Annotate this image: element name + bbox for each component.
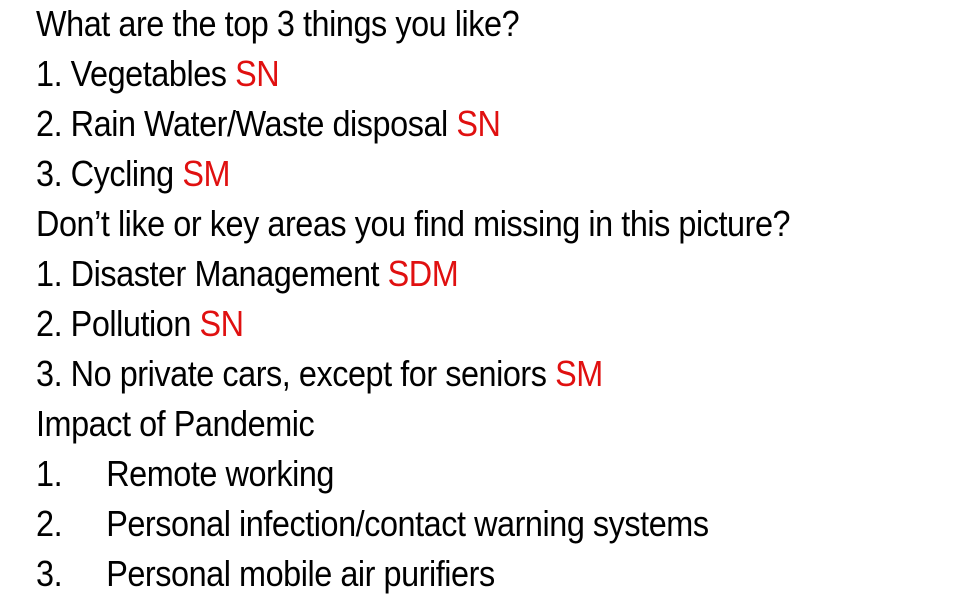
missing-item-3: 3. No private cars, except for seniors S… <box>36 349 864 399</box>
item-text: 2. Rain Water/Waste disposal <box>36 103 456 144</box>
initials-tag: SN <box>199 303 243 344</box>
document-body: What are the top 3 things you like? 1. V… <box>36 0 864 599</box>
pandemic-item-1: 1. Remote working <box>36 449 864 499</box>
pandemic-item-2: 2. Personal infection/contact warning sys… <box>36 499 864 549</box>
initials-tag: SDM <box>388 253 459 294</box>
list-number: 3. <box>36 549 106 599</box>
item-text: Personal mobile air purifiers <box>106 553 495 594</box>
initials-tag: SN <box>235 53 279 94</box>
item-text: 3. Cycling <box>36 153 182 194</box>
initials-tag: SM <box>182 153 230 194</box>
initials-tag: SN <box>456 103 500 144</box>
likes-item-2: 2. Rain Water/Waste disposal SN <box>36 99 864 149</box>
initials-tag: SM <box>555 353 603 394</box>
list-number: 1. <box>36 449 106 499</box>
item-text: 1. Disaster Management <box>36 253 388 294</box>
likes-item-1: 1. Vegetables SN <box>36 49 864 99</box>
section-heading-likes: What are the top 3 things you like? <box>36 0 864 49</box>
section-heading-missing: Don’t like or key areas you find missing… <box>36 199 864 249</box>
item-text: 2. Pollution <box>36 303 199 344</box>
missing-item-2: 2. Pollution SN <box>36 299 864 349</box>
pandemic-item-3: 3. Personal mobile air purifiers <box>36 549 864 599</box>
missing-item-1: 1. Disaster Management SDM <box>36 249 864 299</box>
section-heading-pandemic: Impact of Pandemic <box>36 399 864 449</box>
item-text: Personal infection/contact warning syste… <box>106 503 708 544</box>
item-text: Remote working <box>106 453 334 494</box>
likes-item-3: 3. Cycling SM <box>36 149 864 199</box>
list-number: 2. <box>36 499 106 549</box>
item-text: 1. Vegetables <box>36 53 235 94</box>
item-text: 3. No private cars, except for seniors <box>36 353 555 394</box>
